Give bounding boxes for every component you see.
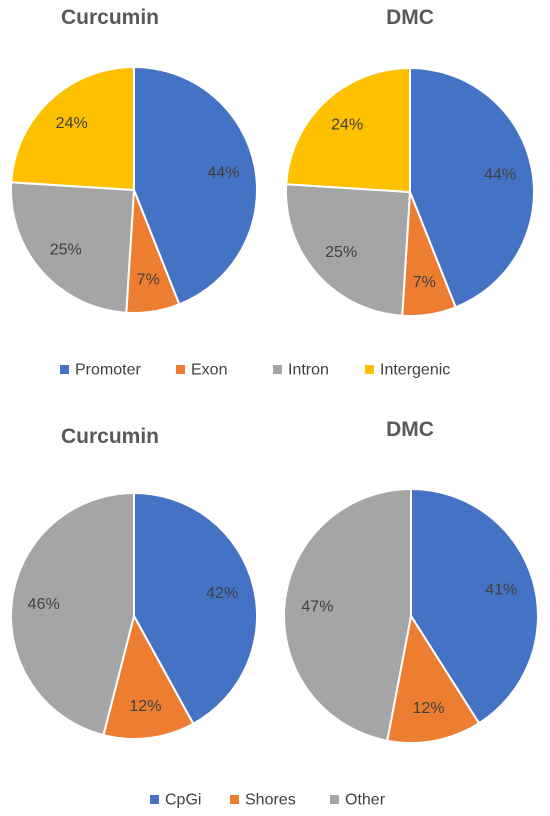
slice-label-intergenic: 24%: [331, 117, 363, 134]
legend-swatch-other: [330, 795, 339, 804]
legend-swatch-intron: [273, 365, 282, 374]
legend-swatch-promoter: [60, 365, 69, 374]
slice-label-intron: 25%: [325, 244, 357, 261]
legend-swatch-intergenic: [365, 365, 374, 374]
pie-slice-promoter: [133, 65, 259, 306]
legend-label-intergenic: Intergenic: [380, 362, 450, 379]
pie-chart-curcumin-cpg: 42% 12% 46%: [10, 491, 258, 740]
slice-label-promoter: 44%: [484, 166, 516, 183]
slice-label-cpgi: 42%: [206, 585, 238, 602]
pie-slice-shores: [386, 613, 481, 744]
legend-region: Promoter Exon Intron Intergenic: [60, 362, 450, 379]
slice-label-other: 47%: [301, 599, 333, 616]
slice-label-exon: 7%: [413, 274, 436, 291]
slice-label-promoter: 44%: [207, 164, 239, 181]
pie-slice-promoter: [409, 66, 535, 309]
legend-label-exon: Exon: [191, 362, 227, 379]
chart-4-title: DMC: [386, 418, 434, 441]
slice-label-intergenic: 24%: [56, 115, 88, 132]
slice-label-other: 46%: [28, 596, 60, 613]
slice-label-exon: 7%: [137, 271, 160, 288]
legend-label-promoter: Promoter: [75, 362, 141, 379]
slice-label-shores: 12%: [129, 698, 161, 715]
pie-chart-dmc-region: 44% 7% 25% 24%: [285, 66, 535, 317]
legend-swatch-shores: [230, 795, 239, 804]
pie-chart-curcumin-region: 44% 7% 25% 24%: [10, 65, 259, 314]
legend-swatch-exon: [176, 365, 185, 374]
pie-slice-intergenic: [285, 66, 411, 194]
legend-label-other: Other: [345, 792, 386, 809]
pie-slice-other: [10, 491, 135, 737]
slice-label-shores: 12%: [413, 700, 445, 717]
pie-slice-shores: [102, 613, 195, 740]
legend-swatch-cpgi: [150, 795, 159, 804]
chart-1-title: Curcumin: [61, 6, 159, 29]
legend-label-cpgi: CpGi: [165, 792, 201, 809]
pie-slice-intron: [10, 181, 136, 314]
chart-2-title: DMC: [386, 6, 434, 29]
legend-label-intron: Intron: [288, 362, 329, 379]
pie-slice-other: [283, 487, 412, 742]
legend-cpg: CpGi Shores Other: [150, 792, 386, 809]
pie-chart-dmc-cpg: 41% 12% 47%: [283, 487, 539, 744]
slice-label-intron: 25%: [50, 242, 82, 259]
chart-3-title: Curcumin: [61, 425, 159, 448]
pie-slice-intergenic: [10, 65, 135, 192]
slice-label-cpgi: 41%: [485, 581, 517, 598]
pie-slice-intron: [285, 183, 412, 317]
legend-label-shores: Shores: [245, 792, 296, 809]
pie-slice-cpgi: [133, 491, 258, 726]
